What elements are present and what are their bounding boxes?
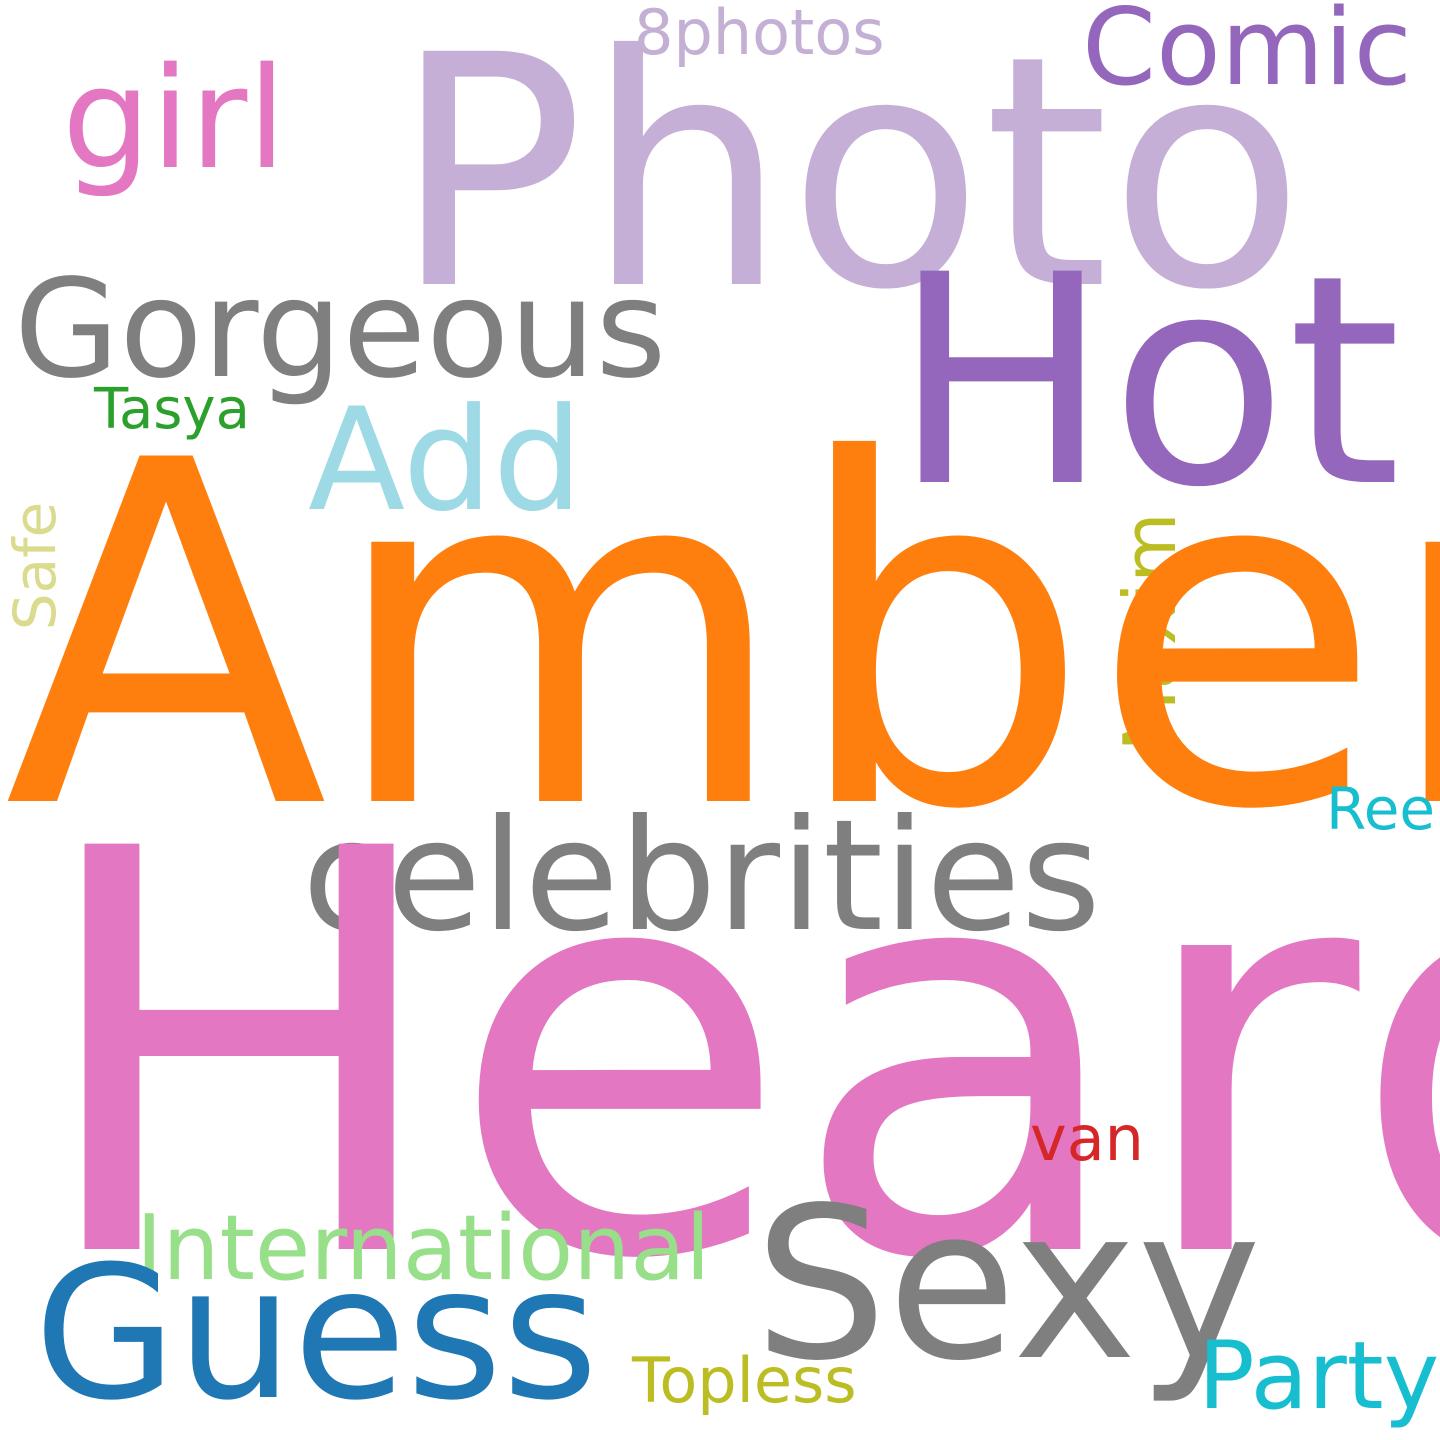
word-international: International xyxy=(136,1196,711,1301)
word-photo: Photo xyxy=(392,0,1305,360)
word-van: van xyxy=(1030,1102,1144,1175)
word-heard: Heard xyxy=(30,734,1440,1381)
word-comic: Comic xyxy=(1082,0,1412,109)
word-hot: Hot xyxy=(892,214,1402,551)
word-sexy: Sexy xyxy=(754,1162,1262,1407)
word-topless: Topless xyxy=(632,1344,857,1417)
word-gorgeous: Gorgeous xyxy=(14,251,667,409)
word-amber: Amber xyxy=(4,361,1440,913)
word-guess: Guess xyxy=(34,1227,599,1440)
word-add: Add xyxy=(308,378,583,543)
word-ree: Ree xyxy=(1326,775,1436,843)
word-celebrities: celebrities xyxy=(302,787,1101,966)
word-8photos: 8photos xyxy=(634,0,885,69)
word-girl: girl xyxy=(62,38,287,201)
word-party: Party xyxy=(1198,1322,1440,1431)
word-tasya: Tasya xyxy=(94,377,250,442)
